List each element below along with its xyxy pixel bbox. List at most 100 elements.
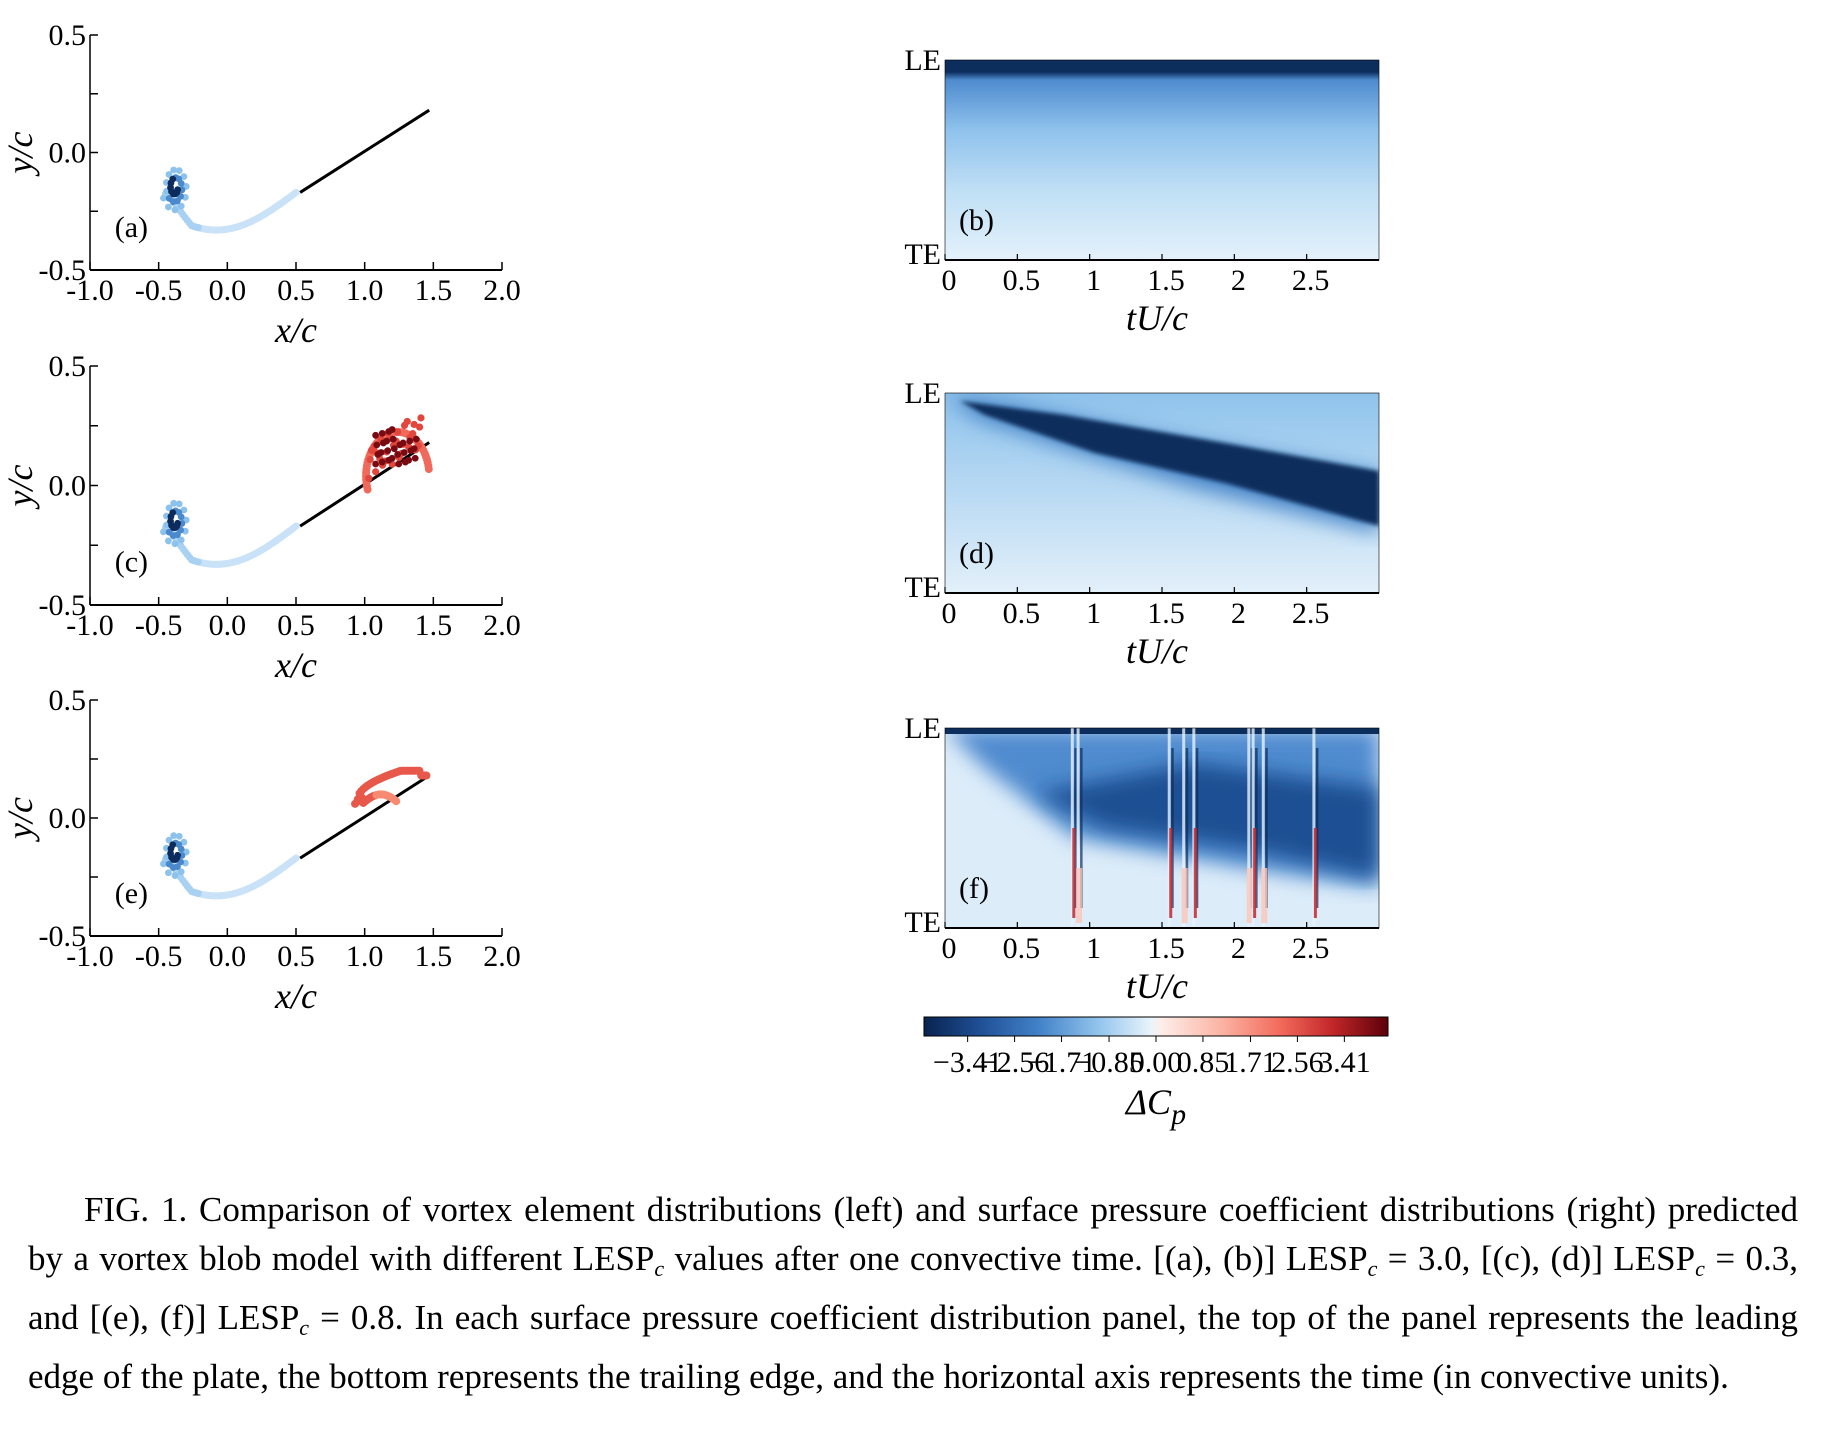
x-tick-label: -1.0 — [66, 609, 114, 642]
x-tick-label: 2 — [1231, 597, 1246, 630]
x-tick-label: 0 — [942, 932, 957, 965]
heatmap-streak-dark — [1171, 748, 1174, 908]
heatmap-streak-dark — [1185, 748, 1189, 908]
heatmap-field — [945, 60, 1379, 260]
y-axis-label: y/c — [0, 465, 40, 510]
spiral-vortex-point — [170, 166, 178, 174]
panel-label: (f) — [959, 872, 989, 905]
te-label: TE — [904, 906, 941, 939]
x-tick-label: 1.5 — [415, 274, 453, 307]
colorbar-label-sub: p — [1169, 1098, 1186, 1131]
le-vortex-core-point — [410, 445, 418, 453]
spiral-vortex-point — [175, 167, 183, 175]
le-label: LE — [904, 377, 941, 410]
spiral-vortex-point — [175, 500, 183, 508]
x-tick-label: -1.0 — [66, 274, 114, 307]
le-vortex-core-point — [384, 447, 392, 455]
x-tick-label: 0.5 — [1003, 597, 1041, 630]
te-label: TE — [904, 238, 941, 271]
heatmap-positive-spike — [1261, 868, 1268, 923]
panel-label: (b) — [959, 204, 994, 237]
caption-sub: c — [1695, 1256, 1705, 1281]
heatmap-positive-spike — [1193, 828, 1197, 918]
panel-label: (c) — [115, 546, 148, 579]
x-tick-label: 1.5 — [1147, 264, 1185, 297]
caption-text: = 0.3, and [(e), (f)] — [28, 1239, 1798, 1337]
panel-label: (d) — [959, 537, 994, 570]
heatmap-streak — [1247, 728, 1251, 928]
heatmap-positive-spike — [1072, 828, 1076, 918]
x-tick-label: 1.0 — [346, 274, 384, 307]
heatmap-streak — [1261, 728, 1265, 928]
x-tick-label: 2.0 — [483, 940, 521, 973]
le-vortex-point — [392, 797, 401, 806]
caption-text: = 0.8. In each surface pressure coeffici… — [28, 1298, 1799, 1396]
x-tick-label: -0.5 — [135, 274, 183, 307]
x-axis-label: x/c — [274, 310, 317, 350]
y-axis-label: y/c — [0, 132, 40, 177]
heatmap-positive-spike — [1169, 828, 1173, 918]
le-vortex-core-point — [388, 454, 396, 462]
y-tick-label: 0.5 — [49, 350, 87, 383]
x-tick-label: 0.5 — [1003, 264, 1041, 297]
x-tick-label: 0.0 — [209, 940, 247, 973]
spiral-vortex-point — [170, 499, 178, 507]
caption-lesp: LESP — [572, 1239, 655, 1278]
caption-lesp: LESP — [1285, 1239, 1368, 1278]
le-vortex-core-point — [378, 429, 386, 437]
panel-label: (e) — [115, 877, 148, 910]
x-tick-label: 2.5 — [1292, 932, 1330, 965]
scatter-panel-c: -1.0 -0.5 0.0 0.5 1.0 1.5 2.0-0.50.00.5x/cy/c(… — [0, 350, 521, 685]
x-tick-label: 0 — [942, 264, 957, 297]
heatmap-band-core — [1035, 763, 1379, 878]
x-tick-label: 0.5 — [277, 940, 315, 973]
y-tick-label: -0.5 — [39, 589, 87, 622]
heatmap-streak — [1076, 728, 1080, 928]
caption-text: = 3.0, [(c), (d)] — [1377, 1239, 1614, 1278]
x-tick-label: -0.5 — [135, 940, 183, 973]
x-tick-label: 1 — [1086, 932, 1101, 965]
spiral-vortex-point — [170, 832, 178, 840]
heatmap-streak-dark — [1315, 748, 1319, 908]
spiral-vortex-point — [160, 194, 167, 202]
spiral-vortex-point — [165, 171, 173, 178]
spiral-vortex-point — [180, 506, 188, 514]
x-tick-label: 0 — [942, 597, 957, 630]
le-vortex-point — [366, 455, 374, 464]
colorbar-tick-label: −2.56 — [980, 1046, 1049, 1079]
caption-sub: c — [1367, 1256, 1378, 1281]
y-tick-label: 0.0 — [49, 470, 87, 503]
le-vortex-core-point — [389, 435, 397, 443]
figure-caption: FIG. 1. Comparison of vortex element dis… — [28, 1185, 1798, 1401]
x-tick-label: 0.0 — [209, 274, 247, 307]
spiral-vortex-point — [171, 206, 179, 214]
colorbar-label: ΔCp — [1124, 1082, 1186, 1131]
colorbar-tick-label: 0.85 — [1177, 1046, 1230, 1079]
scatter-panel-e: -1.0 -0.5 0.0 0.5 1.0 1.5 2.0-0.50.00.5x/cy/c(… — [0, 684, 521, 1016]
colorbar-tick-label: −0.85 — [1074, 1046, 1143, 1079]
le-vortex-core-point — [411, 454, 419, 462]
spiral-vortex-point — [180, 838, 188, 846]
spiral-vortex-point — [177, 536, 185, 544]
le-vortex-point — [365, 474, 373, 482]
heatmap-streak-dark — [1074, 748, 1077, 908]
le-vortex-core-point — [372, 460, 380, 468]
le-vortex-core-point — [383, 437, 391, 445]
heatmap-positive-spike — [1313, 828, 1317, 918]
x-tick-label: 0.0 — [209, 609, 247, 642]
colorbar-tick-label: 2.56 — [1271, 1046, 1324, 1079]
x-axis-label: x/c — [274, 645, 317, 685]
spiral-vortex-point — [164, 203, 172, 211]
spiral-vortex-point — [160, 860, 167, 868]
x-tick-label: 1.5 — [415, 609, 453, 642]
heatmap-le-strip — [945, 728, 1379, 734]
colorbar-gradient — [923, 1016, 1389, 1037]
spiral-vortex-point — [177, 202, 185, 210]
caption-sub: c — [654, 1256, 665, 1281]
le-vortex-point — [363, 485, 372, 494]
spiral-vortex-point — [164, 537, 172, 545]
y-tick-label: 0.0 — [49, 802, 87, 835]
heatmap-positive-spike — [1246, 868, 1253, 923]
x-tick-label: 2 — [1231, 264, 1246, 297]
heatmap-positive-spike — [1076, 868, 1083, 923]
